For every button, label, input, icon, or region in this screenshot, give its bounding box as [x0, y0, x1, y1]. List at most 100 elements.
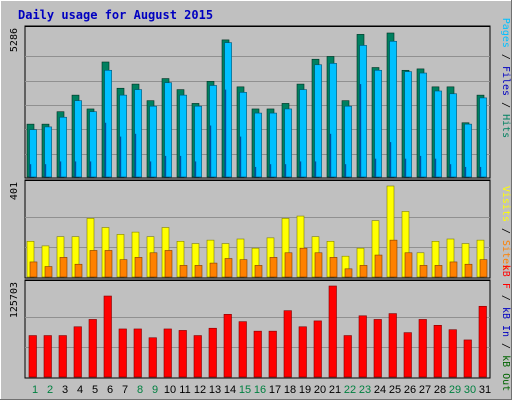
- bar-pages: [224, 89, 227, 177]
- bar-kb-f: [268, 330, 277, 378]
- bar-pages: [299, 161, 302, 177]
- bar-pages: [239, 136, 242, 177]
- bar-files: [374, 69, 382, 178]
- bar-files: [149, 105, 157, 178]
- bar-sites: [134, 257, 143, 278]
- bar-kb-f: [133, 328, 142, 378]
- bar-kb-f: [313, 320, 322, 378]
- bar-kb-f: [163, 328, 172, 378]
- bar-kb-f: [208, 327, 217, 378]
- bar-sites: [104, 250, 113, 278]
- x-tick-label: 16: [254, 384, 266, 396]
- bar-sites: [254, 265, 263, 278]
- x-tick-label: 3: [62, 384, 68, 396]
- bar-pages: [269, 164, 272, 177]
- bar-files: [314, 64, 322, 178]
- bar-pages: [209, 125, 212, 177]
- legend-entry: kB F: [500, 265, 511, 289]
- x-tick-label: 15: [239, 384, 251, 396]
- hits-files-pages-panel: 5286 Pages / Files / Hits: [9, 18, 511, 179]
- bar-sites: [389, 239, 398, 278]
- y-axis-max-label: 401: [9, 182, 20, 200]
- bar-sites: [179, 265, 188, 278]
- bar-pages: [119, 136, 122, 177]
- bar-pages: [74, 161, 77, 177]
- bar-files: [89, 111, 97, 178]
- x-tick-label: 17: [269, 384, 281, 396]
- bars: [28, 285, 487, 378]
- y-axis-max-label: 125703: [9, 282, 20, 318]
- x-tick-label: 7: [122, 384, 128, 396]
- bar-sites: [119, 259, 128, 278]
- x-tick-label: 13: [209, 384, 221, 396]
- bar-sites: [164, 250, 173, 278]
- x-tick-label: 20: [314, 384, 326, 396]
- bar-pages: [254, 166, 257, 177]
- bar-sites: [464, 263, 473, 278]
- bar-kb-f: [253, 330, 262, 378]
- legend-entry: /: [500, 96, 511, 114]
- bar-sites: [44, 266, 53, 278]
- bar-pages: [344, 164, 347, 177]
- bar-kb-f: [73, 326, 82, 378]
- bar-pages: [134, 133, 137, 177]
- x-tick-label: 2: [47, 384, 53, 396]
- bar-pages: [44, 164, 47, 177]
- x-tick-label: 25: [389, 384, 401, 396]
- legend-entry: /: [500, 48, 511, 66]
- panel-legend: Pages / Files / Hits: [500, 18, 511, 138]
- bar-kb-f: [283, 310, 292, 378]
- bar-kb-f: [388, 313, 397, 378]
- bar-kb-f: [88, 319, 97, 378]
- bars: [26, 185, 488, 278]
- visits-sites-panel: 401 Visits / Sites: [9, 179, 511, 279]
- x-tick-label: 11: [179, 384, 190, 396]
- x-tick-label: 5: [92, 384, 98, 396]
- legend-entry: Visits: [500, 186, 511, 222]
- legend-entry: Sites: [500, 240, 511, 270]
- legend-entry: /: [500, 337, 511, 355]
- bar-sites: [419, 265, 428, 278]
- x-tick-label: 31: [479, 384, 491, 396]
- bar-sites: [359, 265, 368, 278]
- bar-sites: [479, 259, 488, 278]
- bar-sites: [299, 247, 308, 278]
- bar-sites: [374, 254, 383, 278]
- bar-sites: [344, 268, 353, 278]
- bar-kb-f: [448, 329, 457, 378]
- bar-pages: [284, 164, 287, 177]
- bar-sites: [239, 259, 248, 278]
- legend-entry: Pages: [500, 18, 511, 48]
- x-tick-label: 22: [344, 384, 356, 396]
- y-axis-max-label: 5286: [9, 28, 20, 52]
- bar-files: [164, 82, 172, 178]
- bar-kb-f: [298, 326, 307, 378]
- bar-files: [134, 89, 142, 178]
- bar-kb-f: [418, 319, 427, 378]
- bar-files: [119, 94, 127, 178]
- bar-sites: [74, 263, 83, 278]
- bar-sites: [434, 265, 443, 278]
- legend-entry: /: [500, 222, 511, 240]
- bar-kb-f: [403, 332, 412, 378]
- bar-pages: [179, 155, 182, 177]
- bar-files: [329, 63, 337, 178]
- x-tick-label: 28: [434, 384, 446, 396]
- bar-sites: [224, 258, 233, 278]
- bar-pages: [194, 161, 197, 177]
- x-tick-label: 21: [329, 384, 341, 396]
- bar-files: [344, 105, 352, 178]
- bar-pages: [329, 133, 332, 177]
- bar-files: [29, 129, 37, 178]
- legend-entry: Hits: [500, 114, 511, 138]
- bar-kb-f: [178, 330, 187, 378]
- bar-pages: [374, 158, 377, 177]
- bar-pages: [164, 155, 167, 177]
- x-tick-label: 1: [32, 384, 38, 396]
- x-tick-label: 19: [299, 384, 311, 396]
- bar-kb-f: [328, 285, 337, 378]
- bar-pages: [89, 161, 92, 177]
- bar-sites: [284, 252, 293, 278]
- bar-files: [59, 116, 67, 178]
